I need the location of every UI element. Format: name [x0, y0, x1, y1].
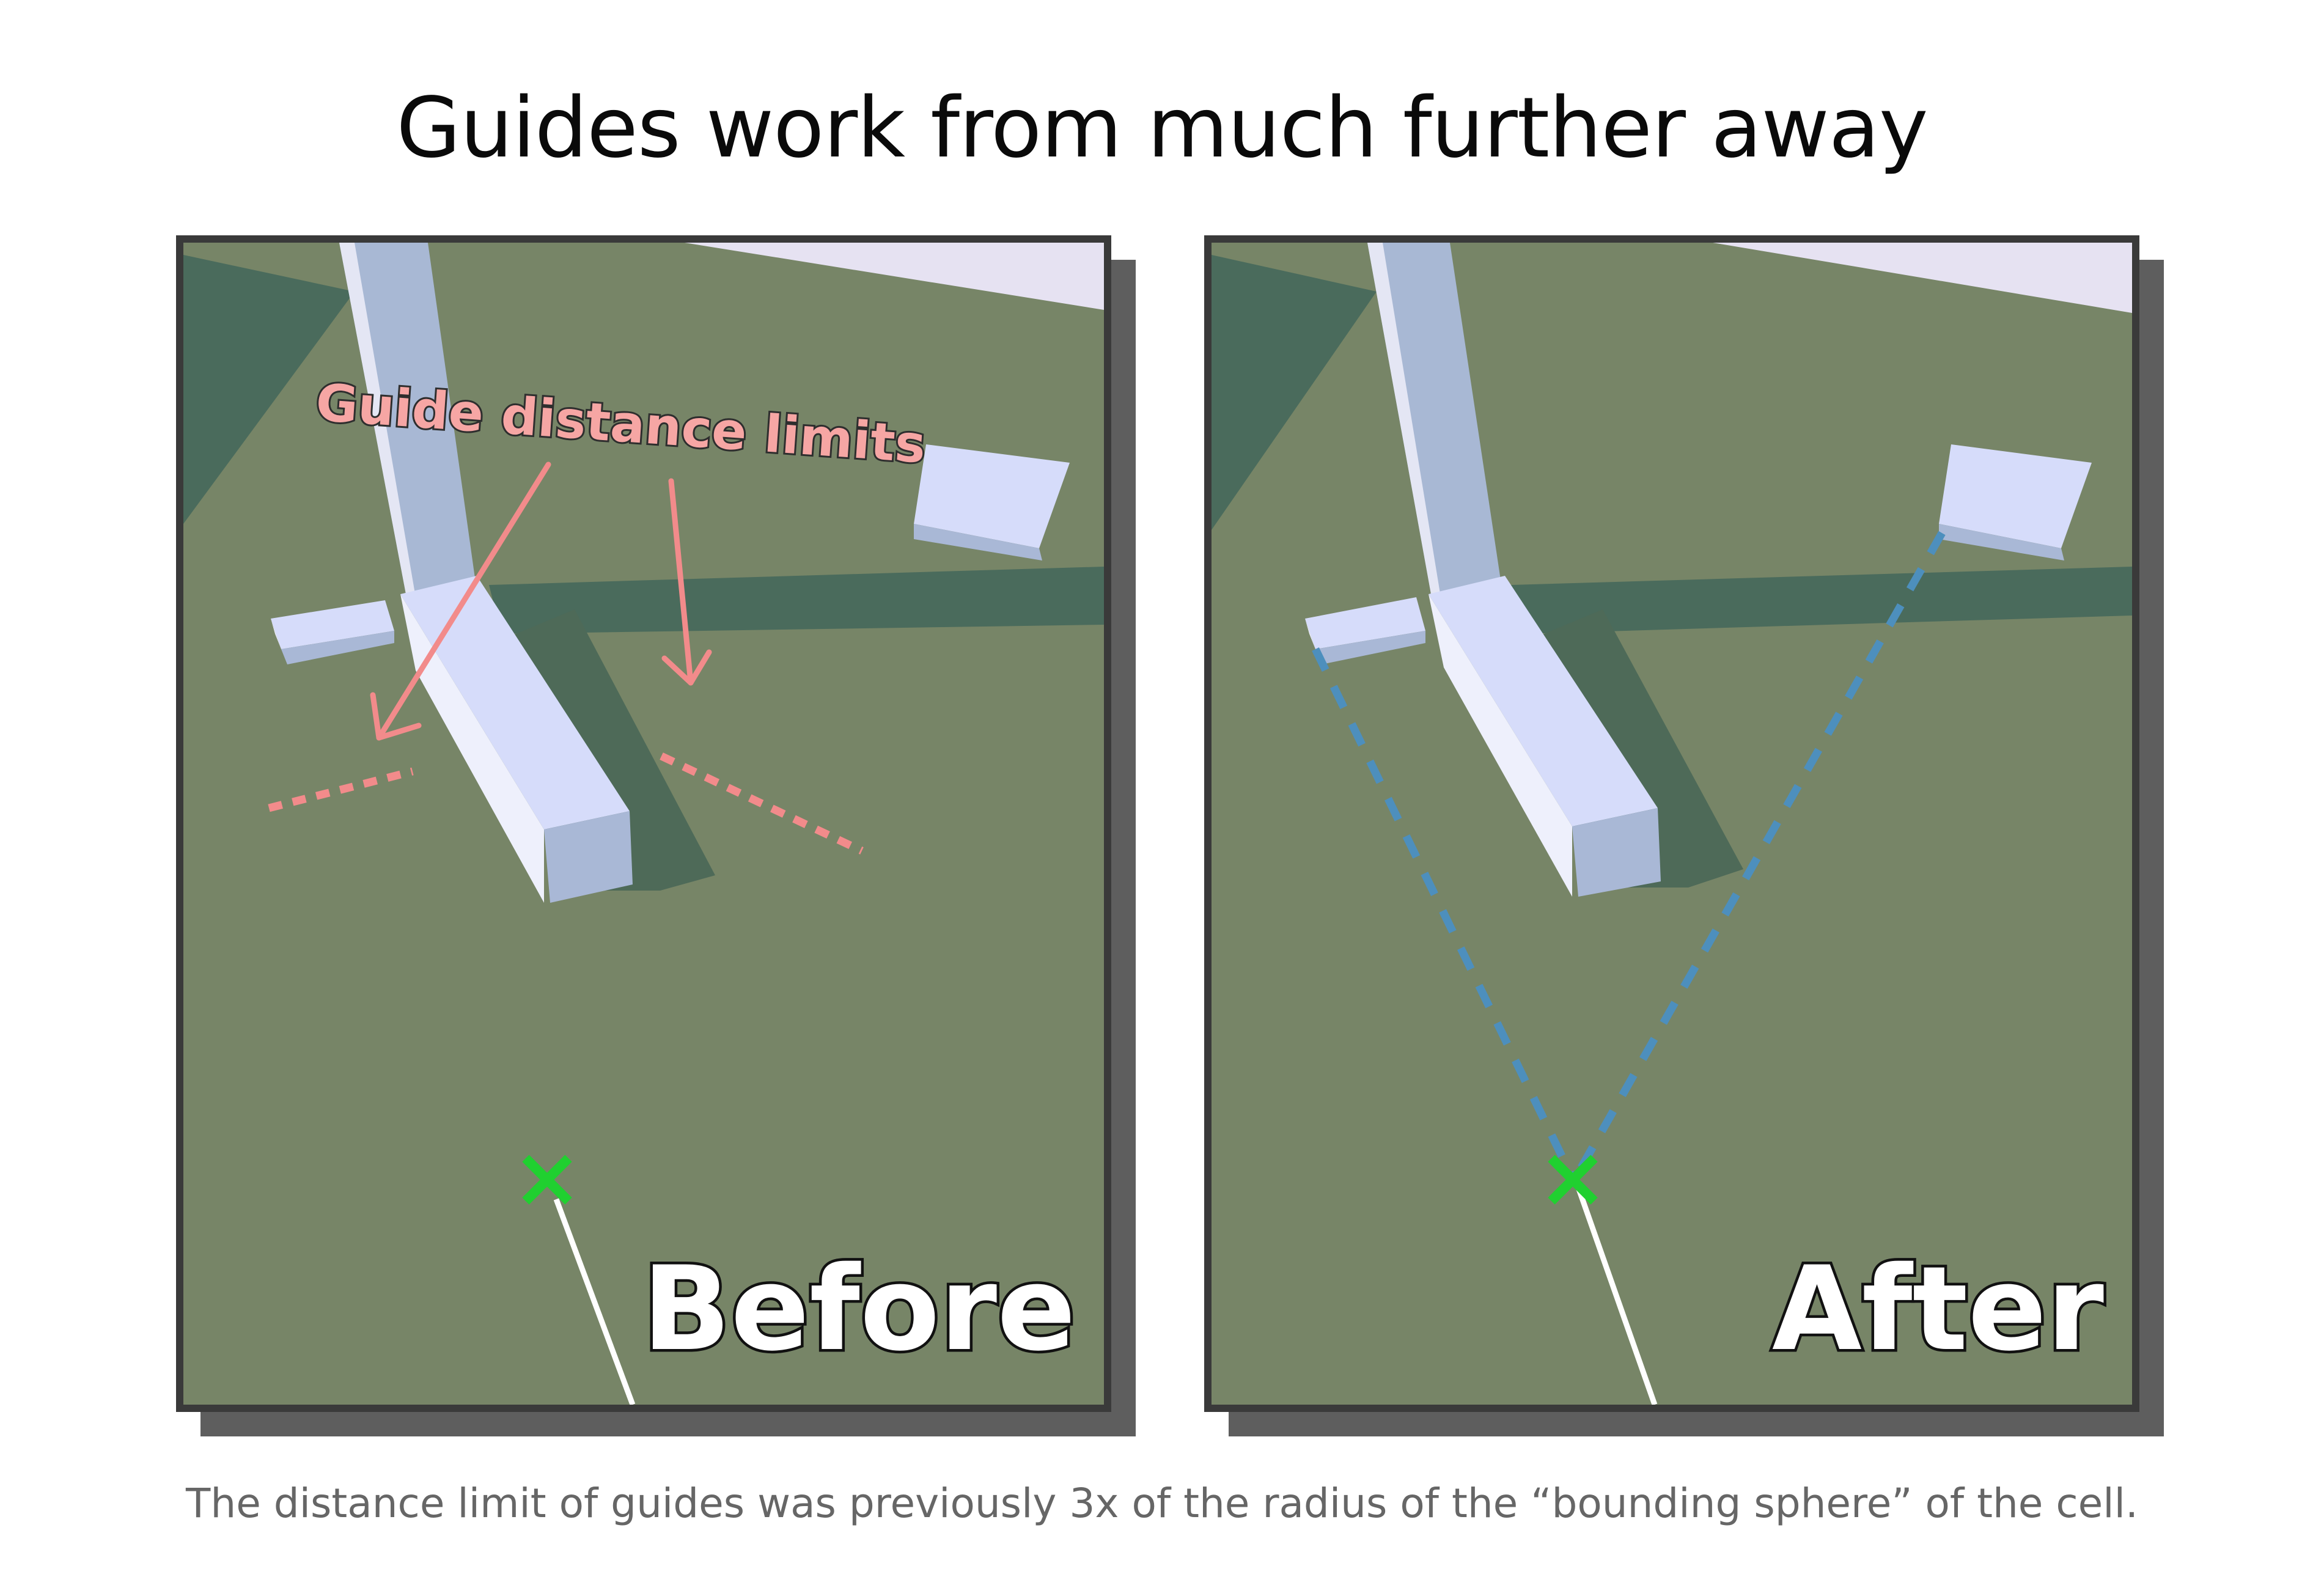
after-scene: After: [1212, 243, 2132, 1405]
page-title: Guides work from much further away: [396, 80, 1928, 177]
tall-column: [1367, 243, 1502, 597]
long-block: [1429, 576, 1658, 826]
annotation-arrows: [370, 461, 712, 741]
distance-limit-markers: [268, 752, 864, 855]
beam-shadow: [1511, 567, 2132, 634]
beam-shadow: [489, 567, 1104, 634]
guide-lines: [1312, 531, 1946, 1177]
cross-icon: [1548, 1155, 1598, 1205]
column-shadow: [183, 255, 355, 524]
small-tile-left: [1305, 597, 1425, 649]
cross-icon: [522, 1155, 572, 1205]
tall-column: [339, 243, 477, 597]
before-scene: Guide distance limits Before: [183, 243, 1104, 1405]
caption: The distance limit of guides was previou…: [186, 1480, 2138, 1527]
pointer-ray: [1574, 1183, 1658, 1405]
column-shadow: [1212, 255, 1377, 530]
long-block: [400, 576, 630, 829]
before-label: Before: [642, 1241, 1076, 1377]
block-right: [914, 444, 1070, 548]
block-right: [1939, 444, 2092, 548]
before-panel: Guide distance limits Before: [176, 235, 1111, 1412]
after-label: After: [1772, 1241, 2104, 1377]
small-tile-left: [271, 600, 394, 649]
pointer-ray: [553, 1198, 636, 1405]
far-floor-tile: [1713, 243, 2132, 313]
after-panel: After: [1204, 235, 2139, 1412]
far-floor-tile: [685, 243, 1104, 310]
